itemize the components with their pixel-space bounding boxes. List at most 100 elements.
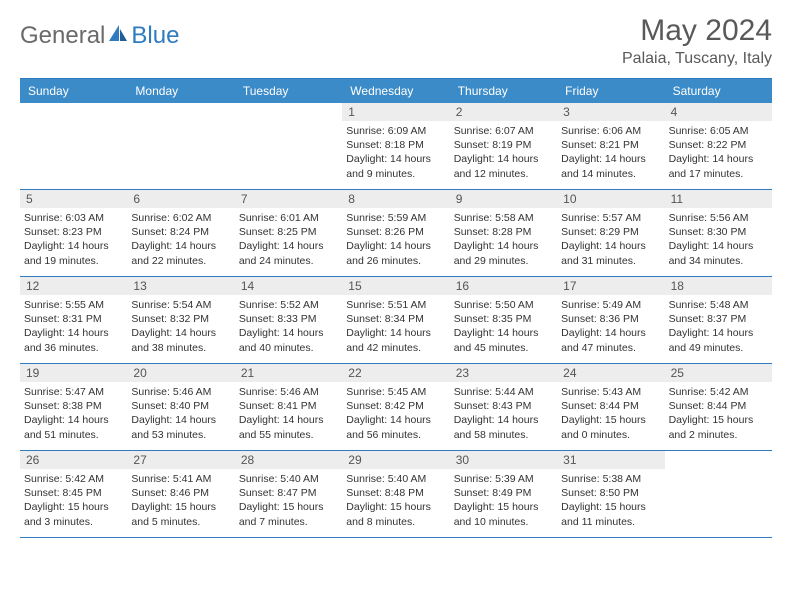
sunset-text: Sunset: 8:37 PM xyxy=(669,312,768,326)
day-cell: 15 Sunrise: 5:51 AMSunset: 8:34 PMDayligh… xyxy=(342,277,449,363)
day-cell: 27Sunrise: 5:41 AMSunset: 8:46 PMDayligh… xyxy=(127,451,234,537)
sunrise-text: Sunrise: 5:58 AM xyxy=(454,211,553,225)
sunrise-text: Sunrise: 5:52 AM xyxy=(239,298,338,312)
day-cell xyxy=(235,103,342,189)
sunset-text: Sunset: 8:31 PM xyxy=(24,312,123,326)
day-number: 21 xyxy=(235,364,342,382)
sunset-text: Sunset: 8:28 PM xyxy=(454,225,553,239)
sunrise-text: Sunrise: 6:06 AM xyxy=(561,124,660,138)
sunset-text: Sunset: 8:38 PM xyxy=(24,399,123,413)
sunset-text: Sunset: 8:36 PM xyxy=(561,312,660,326)
daylight-text: Daylight: 14 hours and 31 minutes. xyxy=(561,239,660,267)
day-info: Sunrise: 5:47 AMSunset: 8:38 PMDaylight:… xyxy=(24,385,123,442)
sunrise-text: Sunrise: 5:42 AM xyxy=(669,385,768,399)
sunrise-text: Sunrise: 5:50 AM xyxy=(454,298,553,312)
sunrise-text: Sunrise: 6:05 AM xyxy=(669,124,768,138)
week-row: 5Sunrise: 6:03 AMSunset: 8:23 PMDaylight… xyxy=(20,190,772,277)
sunrise-text: Sunrise: 5:59 AM xyxy=(346,211,445,225)
sunset-text: Sunset: 8:19 PM xyxy=(454,138,553,152)
sunset-text: Sunset: 8:30 PM xyxy=(669,225,768,239)
week-row: 12Sunrise: 5:55 AMSunset: 8:31 PMDayligh… xyxy=(20,277,772,364)
sunrise-text: Sunrise: 5:54 AM xyxy=(131,298,230,312)
day-cell: 23Sunrise: 5:44 AMSunset: 8:43 PMDayligh… xyxy=(450,364,557,450)
sunrise-text: Sunrise: 5:41 AM xyxy=(131,472,230,486)
day-cell: 26Sunrise: 5:42 AMSunset: 8:45 PMDayligh… xyxy=(20,451,127,537)
day-cell xyxy=(665,451,772,537)
day-header-cell: Sunday xyxy=(20,79,127,103)
sunrise-text: Sunrise: 5:39 AM xyxy=(454,472,553,486)
week-row: 1 Sunrise: 6:09 AMSunset: 8:18 PMDaylight… xyxy=(20,103,772,190)
calendar-grid: Sunday Monday Tuesday Wednesday Thursday… xyxy=(20,78,772,538)
sunrise-text: Sunrise: 6:03 AM xyxy=(24,211,123,225)
sunset-text: Sunset: 8:29 PM xyxy=(561,225,660,239)
day-number: 19 xyxy=(20,364,127,382)
brand-logo: General Blue xyxy=(20,14,179,50)
day-number xyxy=(665,451,772,469)
day-header-cell: Thursday xyxy=(450,79,557,103)
day-cell: 10Sunrise: 5:57 AMSunset: 8:29 PMDayligh… xyxy=(557,190,664,276)
location-text: Palaia, Tuscany, Italy xyxy=(622,50,772,68)
day-number: 10 xyxy=(557,190,664,208)
daylight-text: Daylight: 15 hours and 7 minutes. xyxy=(239,500,338,528)
sunrise-text: Sunrise: 5:40 AM xyxy=(346,472,445,486)
day-info: Sunrise: 5:46 AMSunset: 8:41 PMDaylight:… xyxy=(239,385,338,442)
brand-part1: General xyxy=(20,22,105,50)
daylight-text: Daylight: 15 hours and 5 minutes. xyxy=(131,500,230,528)
day-cell: 21 Sunrise: 5:46 AMSunset: 8:41 PMDayligh… xyxy=(235,364,342,450)
day-header-cell: Tuesday xyxy=(235,79,342,103)
day-info: Sunrise: 5:48 AMSunset: 8:37 PMDaylight:… xyxy=(669,298,768,355)
day-number: 1 xyxy=(342,103,449,121)
day-info: Sunrise: 5:44 AMSunset: 8:43 PMDaylight:… xyxy=(454,385,553,442)
day-cell: 7Sunrise: 6:01 AMSunset: 8:25 PMDaylight… xyxy=(235,190,342,276)
sunset-text: Sunset: 8:42 PM xyxy=(346,399,445,413)
day-cell: 31Sunrise: 5:38 AMSunset: 8:50 PMDayligh… xyxy=(557,451,664,537)
daylight-text: Daylight: 14 hours and 17 minutes. xyxy=(669,152,768,180)
day-info: Sunrise: 6:07 AMSunset: 8:19 PMDaylight:… xyxy=(454,124,553,181)
day-header-cell: Monday xyxy=(127,79,234,103)
sunset-text: Sunset: 8:50 PM xyxy=(561,486,660,500)
daylight-text: Daylight: 14 hours and 36 minutes. xyxy=(24,326,123,354)
day-number: 11 xyxy=(665,190,772,208)
day-cell: 4 Sunrise: 6:05 AMSunset: 8:22 PMDaylight… xyxy=(665,103,772,189)
day-cell: 6Sunrise: 6:02 AMSunset: 8:24 PMDaylight… xyxy=(127,190,234,276)
weeks-container: 1 Sunrise: 6:09 AMSunset: 8:18 PMDaylight… xyxy=(20,103,772,538)
daylight-text: Daylight: 14 hours and 53 minutes. xyxy=(131,413,230,441)
sunset-text: Sunset: 8:25 PM xyxy=(239,225,338,239)
day-info: Sunrise: 5:51 AMSunset: 8:34 PMDaylight:… xyxy=(346,298,445,355)
sunrise-text: Sunrise: 5:46 AM xyxy=(131,385,230,399)
daylight-text: Daylight: 15 hours and 11 minutes. xyxy=(561,500,660,528)
day-info: Sunrise: 5:59 AMSunset: 8:26 PMDaylight:… xyxy=(346,211,445,268)
day-info: Sunrise: 5:58 AMSunset: 8:28 PMDaylight:… xyxy=(454,211,553,268)
sunset-text: Sunset: 8:26 PM xyxy=(346,225,445,239)
day-number: 15 xyxy=(342,277,449,295)
sunset-text: Sunset: 8:23 PM xyxy=(24,225,123,239)
daylight-text: Daylight: 14 hours and 40 minutes. xyxy=(239,326,338,354)
day-header-row: Sunday Monday Tuesday Wednesday Thursday… xyxy=(20,79,772,103)
sunset-text: Sunset: 8:47 PM xyxy=(239,486,338,500)
daylight-text: Daylight: 14 hours and 19 minutes. xyxy=(24,239,123,267)
day-number: 18 xyxy=(665,277,772,295)
day-info: Sunrise: 6:05 AMSunset: 8:22 PMDaylight:… xyxy=(669,124,768,181)
daylight-text: Daylight: 14 hours and 47 minutes. xyxy=(561,326,660,354)
daylight-text: Daylight: 14 hours and 51 minutes. xyxy=(24,413,123,441)
daylight-text: Daylight: 14 hours and 42 minutes. xyxy=(346,326,445,354)
day-cell xyxy=(20,103,127,189)
day-cell: 22Sunrise: 5:45 AMSunset: 8:42 PMDayligh… xyxy=(342,364,449,450)
day-info: Sunrise: 6:03 AMSunset: 8:23 PMDaylight:… xyxy=(24,211,123,268)
sunrise-text: Sunrise: 5:48 AM xyxy=(669,298,768,312)
day-info: Sunrise: 6:09 AMSunset: 8:18 PMDaylight:… xyxy=(346,124,445,181)
daylight-text: Daylight: 14 hours and 38 minutes. xyxy=(131,326,230,354)
day-info: Sunrise: 5:40 AMSunset: 8:48 PMDaylight:… xyxy=(346,472,445,529)
day-cell: 30Sunrise: 5:39 AMSunset: 8:49 PMDayligh… xyxy=(450,451,557,537)
sunset-text: Sunset: 8:48 PM xyxy=(346,486,445,500)
sunset-text: Sunset: 8:45 PM xyxy=(24,486,123,500)
daylight-text: Daylight: 14 hours and 34 minutes. xyxy=(669,239,768,267)
day-cell: 20Sunrise: 5:46 AMSunset: 8:40 PMDayligh… xyxy=(127,364,234,450)
day-info: Sunrise: 5:39 AMSunset: 8:49 PMDaylight:… xyxy=(454,472,553,529)
day-number: 4 xyxy=(665,103,772,121)
sunset-text: Sunset: 8:24 PM xyxy=(131,225,230,239)
sunset-text: Sunset: 8:46 PM xyxy=(131,486,230,500)
sunrise-text: Sunrise: 5:55 AM xyxy=(24,298,123,312)
month-title: May 2024 xyxy=(622,14,772,48)
sunrise-text: Sunrise: 5:42 AM xyxy=(24,472,123,486)
